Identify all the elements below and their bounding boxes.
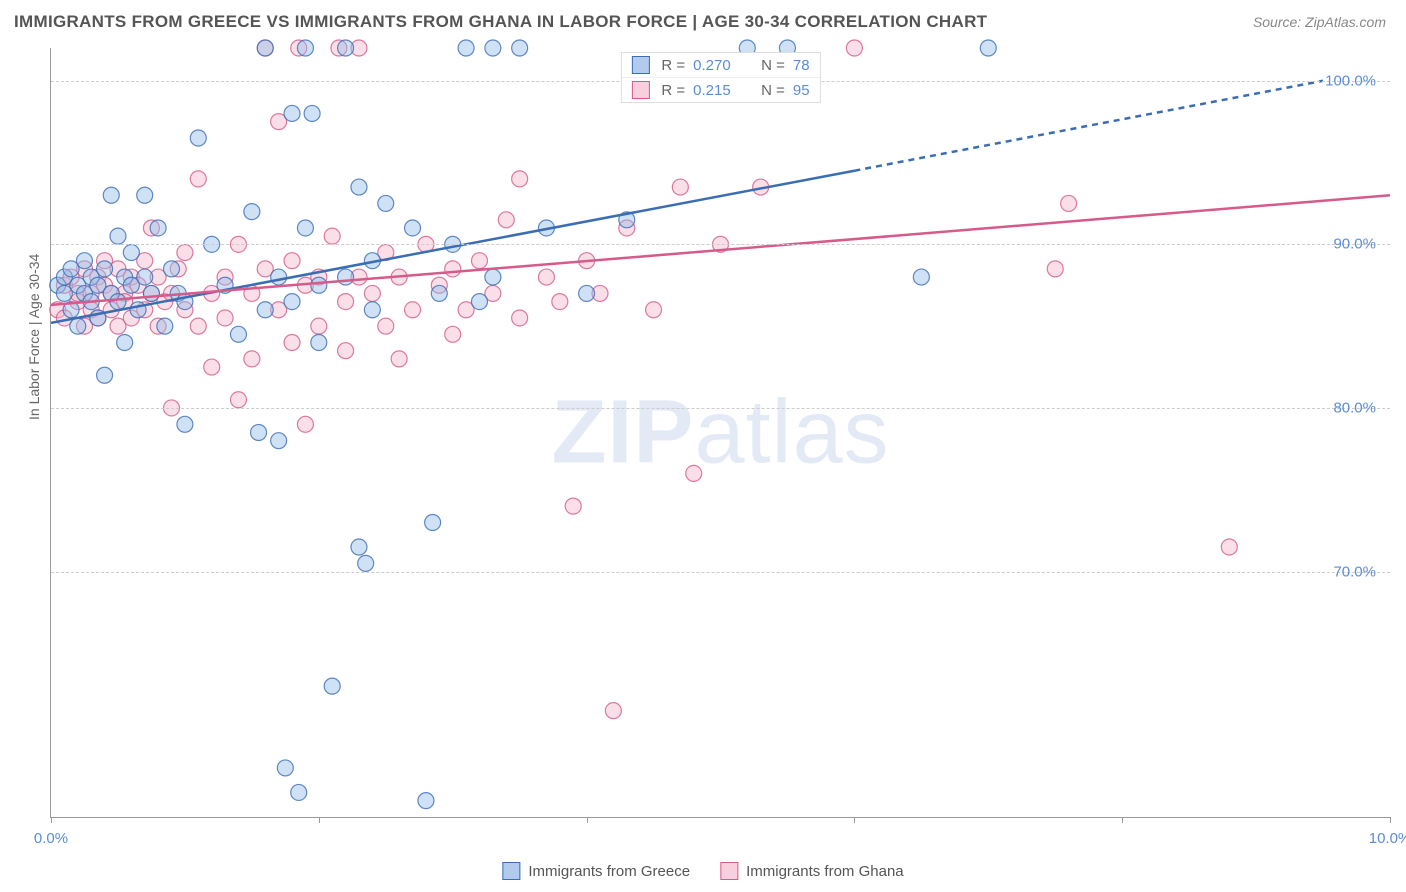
y-axis-label: In Labor Force | Age 30-34 <box>26 254 42 420</box>
legend-row-greece: R = 0.270 N = 78 <box>621 53 819 77</box>
legend-row-ghana: R = 0.215 N = 95 <box>621 77 819 102</box>
chart-svg <box>51 48 1390 817</box>
legend-item-greece: Immigrants from Greece <box>502 862 690 880</box>
y-tick-label: 90.0% <box>1333 236 1376 253</box>
series-legend: Immigrants from Greece Immigrants from G… <box>502 862 903 880</box>
legend-item-ghana: Immigrants from Ghana <box>720 862 904 880</box>
swatch-ghana <box>631 81 649 99</box>
x-tick-label: 10.0% <box>1369 830 1406 847</box>
r-value-ghana: 0.215 <box>693 82 743 99</box>
swatch-greece <box>631 56 649 74</box>
swatch-ghana-icon <box>720 862 738 880</box>
x-tick-label: 0.0% <box>34 830 68 847</box>
n-value-greece: 78 <box>793 57 810 74</box>
source-label: Source: ZipAtlas.com <box>1253 14 1386 30</box>
chart-plot-area: ZIPatlas R = 0.270 N = 78 R = 0.215 N = … <box>50 48 1390 818</box>
chart-title: IMMIGRANTS FROM GREECE VS IMMIGRANTS FRO… <box>14 12 987 32</box>
y-tick-label: 70.0% <box>1333 563 1376 580</box>
y-tick-label: 100.0% <box>1325 72 1376 89</box>
n-value-ghana: 95 <box>793 82 810 99</box>
correlation-legend: R = 0.270 N = 78 R = 0.215 N = 95 <box>620 52 820 103</box>
y-tick-label: 80.0% <box>1333 399 1376 416</box>
r-value-greece: 0.270 <box>693 57 743 74</box>
swatch-greece-icon <box>502 862 520 880</box>
